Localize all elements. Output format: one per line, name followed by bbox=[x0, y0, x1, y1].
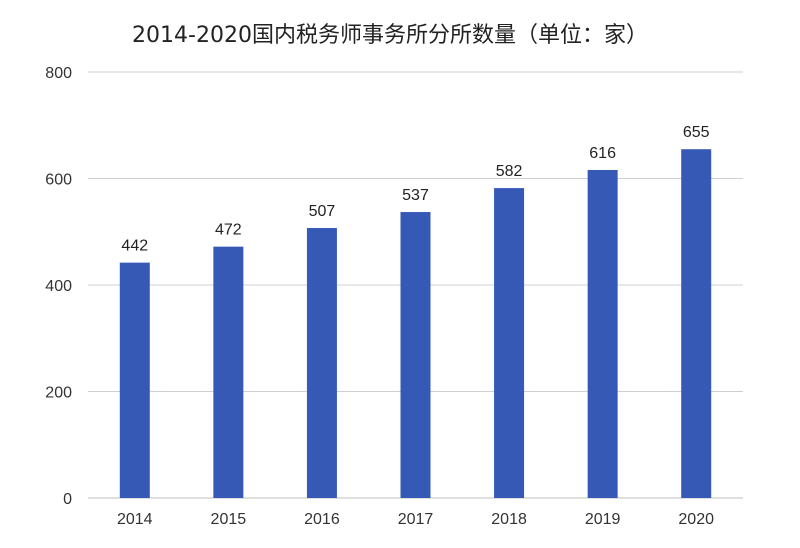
bar-2014 bbox=[119, 262, 150, 498]
data-label-2019: 616 bbox=[589, 145, 616, 162]
y-tick-label: 400 bbox=[45, 278, 72, 295]
bar-2016 bbox=[306, 228, 337, 498]
y-tick-label: 600 bbox=[45, 172, 72, 189]
x-tick-label: 2018 bbox=[491, 511, 527, 528]
data-label-2016: 507 bbox=[309, 203, 336, 220]
chart-title: 2014-2020国内税务师事务所分所数量（单位：家） bbox=[132, 23, 648, 48]
y-tick-label: 200 bbox=[45, 385, 72, 402]
x-tick-label: 2015 bbox=[211, 511, 247, 528]
bar-2018 bbox=[494, 188, 525, 498]
data-label-2014: 442 bbox=[121, 238, 148, 255]
data-label-2018: 582 bbox=[496, 163, 523, 180]
bar-2019 bbox=[587, 169, 618, 499]
x-tick-label: 2020 bbox=[678, 511, 714, 528]
bar-2017 bbox=[400, 212, 431, 499]
bar-2015 bbox=[213, 246, 244, 498]
data-label-2017: 537 bbox=[402, 187, 429, 204]
x-tick-label: 2017 bbox=[398, 511, 434, 528]
x-tick-label: 2019 bbox=[585, 511, 621, 528]
bars bbox=[119, 149, 712, 499]
data-labels: 442 472 507 537 582 616 655 bbox=[121, 124, 709, 254]
bar-2020 bbox=[681, 149, 712, 498]
y-tick-label: 0 bbox=[63, 491, 72, 508]
x-tick-label: 2016 bbox=[304, 511, 340, 528]
data-label-2015: 472 bbox=[215, 222, 242, 239]
y-tick-label: 800 bbox=[45, 65, 72, 82]
x-tick-label: 2014 bbox=[117, 511, 153, 528]
x-axis-ticks: 2014 2015 2016 2017 2018 2019 2020 bbox=[117, 511, 714, 528]
y-axis-ticks: 0 200 400 600 800 bbox=[45, 65, 72, 508]
data-label-2020: 655 bbox=[683, 124, 710, 141]
